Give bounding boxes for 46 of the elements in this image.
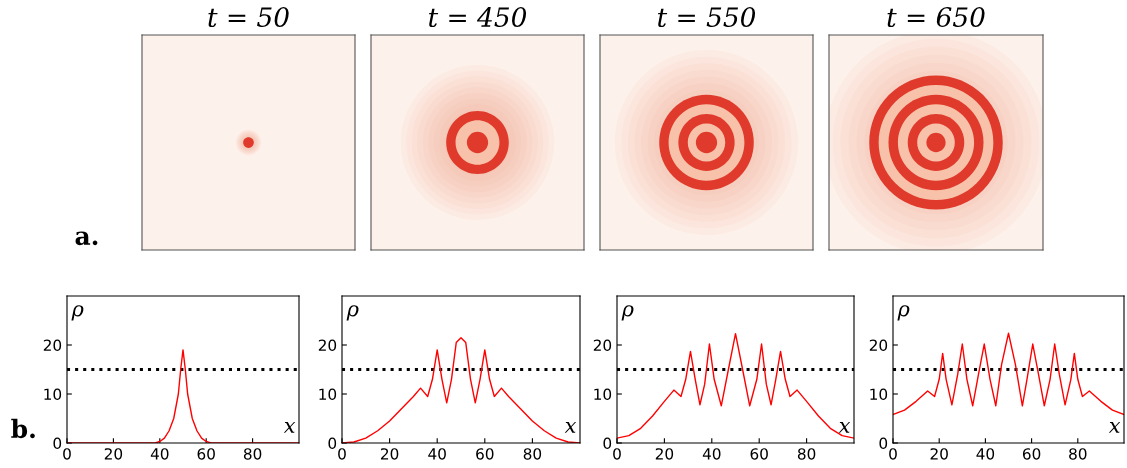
y-tick-label: 10	[594, 388, 612, 401]
y-tick-label: 20	[318, 339, 337, 352]
y-tick-label: 20	[43, 339, 62, 352]
x-axis-title: x	[564, 421, 577, 433]
x-tick-label: 80	[243, 448, 262, 460]
x-axis-title: x	[838, 421, 851, 433]
x-tick-label: 0	[338, 448, 346, 460]
x-tick-label: 0	[63, 448, 71, 460]
y-tick-label: 0	[879, 437, 888, 450]
y-tick-label: 10	[319, 388, 337, 401]
x-tick-label: 40	[428, 448, 446, 460]
text: t = 550	[658, 7, 756, 28]
x-tick-label: 40	[150, 448, 169, 460]
x-axis-title: x	[1108, 421, 1121, 433]
y-axis-title: ρ	[71, 305, 84, 321]
x-tick-label: 20	[104, 448, 123, 460]
x-tick-label: 20	[930, 448, 948, 460]
x-tick-label: 80	[1069, 448, 1087, 460]
x-tick-label: 60	[476, 448, 494, 460]
x-tick-label: 0	[889, 448, 897, 460]
y-tick-label: 10	[44, 388, 62, 401]
y-tick-label: 10	[870, 388, 888, 401]
x-axis-title: x	[283, 421, 296, 433]
x-tick-label: 20	[381, 448, 399, 460]
y-tick-label: 0	[53, 437, 62, 450]
y-tick-label: 20	[593, 339, 612, 352]
y-tick-label: 0	[603, 437, 612, 450]
x-tick-label: 80	[523, 448, 542, 460]
x-tick-label: 40	[976, 448, 995, 460]
y-axis-title: ρ	[621, 305, 634, 321]
x-tick-label: 60	[1022, 448, 1041, 460]
x-tick-label: 80	[797, 448, 816, 460]
y-tick-label: 20	[869, 339, 888, 352]
x-tick-label: 0	[613, 448, 621, 460]
x-tick-label: 40	[702, 448, 721, 460]
text: a.	[75, 231, 98, 246]
text: b.	[11, 418, 35, 439]
y-axis-title: ρ	[897, 305, 910, 321]
x-tick-label: 20	[655, 448, 674, 460]
x-tick-label: 60	[197, 448, 215, 460]
y-tick-label: 0	[328, 437, 337, 450]
x-tick-label: 60	[750, 448, 768, 460]
text: t = 50	[208, 7, 289, 28]
y-axis-title: ρ	[346, 305, 359, 321]
text: t = 650	[887, 7, 985, 28]
text: t = 450	[429, 7, 527, 28]
